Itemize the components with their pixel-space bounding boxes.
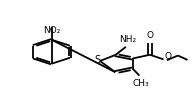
Text: NO₂: NO₂ bbox=[43, 26, 60, 35]
Text: O: O bbox=[164, 52, 171, 61]
Text: CH₃: CH₃ bbox=[132, 79, 149, 88]
Text: O: O bbox=[146, 31, 153, 40]
Text: NH₂: NH₂ bbox=[119, 35, 136, 44]
Text: S: S bbox=[94, 55, 101, 65]
